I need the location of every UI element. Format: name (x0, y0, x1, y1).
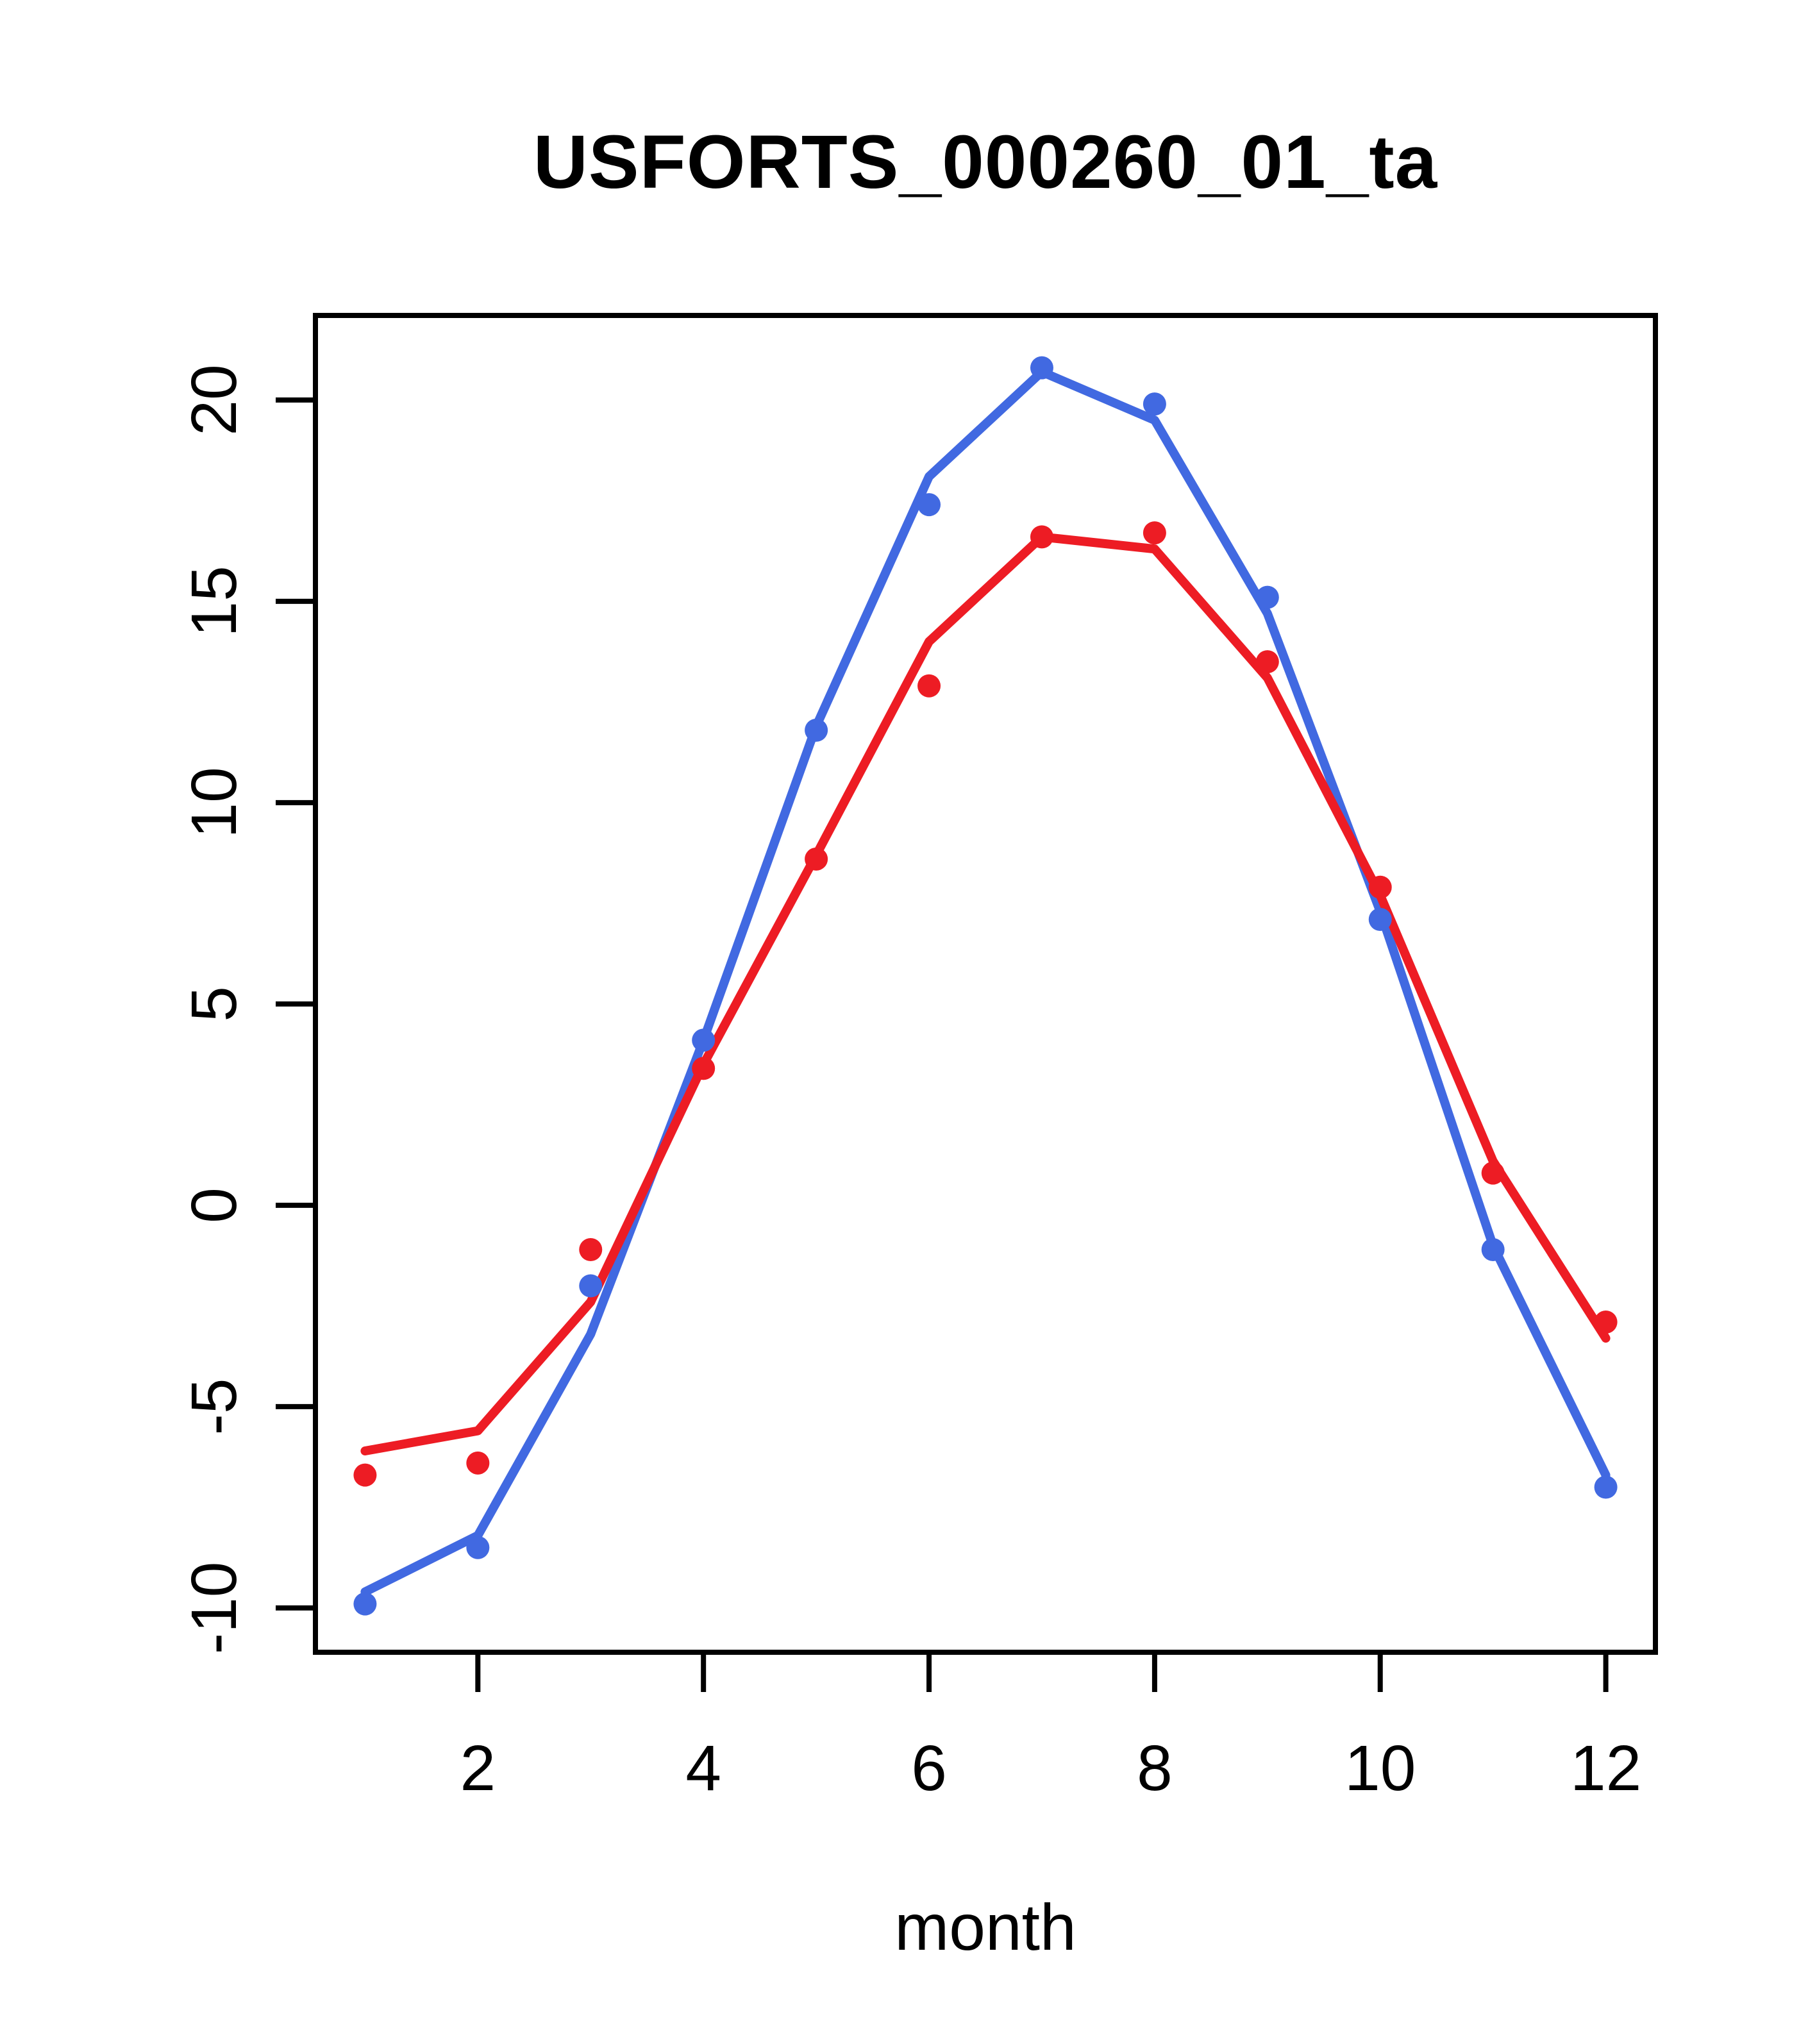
red-line-series (360, 532, 1611, 1455)
red-point-month-3 (579, 1237, 603, 1261)
y-tick-label: 15 (178, 565, 250, 637)
x-tick-label: 8 (1137, 1732, 1173, 1804)
y-tick-label: 20 (178, 364, 250, 435)
blue-point-month-8 (1143, 392, 1166, 416)
red-point-month-9 (1255, 650, 1279, 674)
y-tick-label: 10 (178, 767, 250, 838)
blue-point-month-10 (1368, 908, 1392, 932)
y-tick-label: 0 (178, 1187, 250, 1223)
red-point-month-1 (353, 1463, 377, 1487)
red-point-month-2 (466, 1451, 490, 1475)
x-axis-label: month (894, 1891, 1076, 1964)
blue-point-month-11 (1481, 1237, 1505, 1261)
blue-point-month-4 (692, 1028, 716, 1052)
red-point-month-5 (805, 847, 828, 871)
chart-title: USFORTS_000260_01_ta (533, 120, 1438, 205)
blue-point-month-12 (1594, 1475, 1618, 1499)
red-point-month-7 (1030, 525, 1053, 549)
x-tick-label: 10 (1344, 1732, 1416, 1804)
red-point-month-10 (1368, 875, 1392, 899)
red-point-month-4 (692, 1057, 716, 1080)
blue-point-month-6 (917, 493, 941, 517)
red-point-month-11 (1481, 1161, 1505, 1185)
blue-point-month-2 (466, 1536, 490, 1559)
red-point-month-8 (1143, 521, 1166, 545)
plot-box (313, 313, 1658, 1655)
blue-line-series (360, 367, 1611, 1596)
y-tick-label: -5 (178, 1378, 250, 1435)
blue-point-month-9 (1255, 585, 1279, 609)
x-tick-label: 6 (911, 1732, 947, 1804)
x-tick-label: 4 (685, 1732, 721, 1804)
y-tick-label: 5 (178, 986, 250, 1022)
y-tick-label: -10 (178, 1562, 250, 1655)
red-point-month-6 (917, 674, 941, 698)
red-point-month-12 (1594, 1311, 1618, 1334)
x-tick-label: 2 (460, 1732, 496, 1804)
blue-point-month-7 (1030, 356, 1053, 380)
blue-point-month-5 (805, 718, 828, 742)
blue-point-month-3 (579, 1274, 603, 1298)
x-tick-label: 12 (1570, 1732, 1641, 1804)
blue-point-month-1 (353, 1592, 377, 1616)
